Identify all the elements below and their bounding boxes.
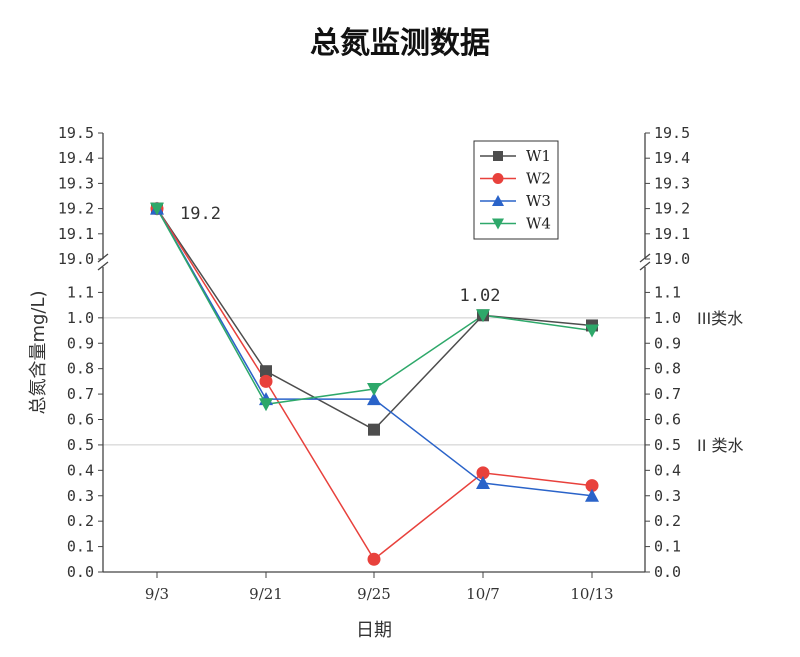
right-y-tick-label: 0.8 [654,360,681,378]
data-point-w4-4 [476,309,490,323]
y-tick-label: 0.0 [67,563,94,581]
right-y-tick-label: 1.1 [654,283,681,301]
data-point-w2-3 [367,552,381,566]
right-y-tick-label: 0.2 [654,512,681,530]
x-tick-label: 10/13 [570,585,613,603]
chart-title: 总氮监测数据 [310,26,490,61]
series-line-w3 [156,208,593,497]
right-y-tick-label: 0.6 [654,411,681,429]
legend-marker-w4 [492,218,504,230]
right-y-tick-label: 19.2 [654,200,690,218]
right-y-tick-label: 19.0 [654,250,690,268]
data-point-w2-2 [259,374,273,388]
legend-marker-w1 [493,151,503,161]
data-point-w4-2 [259,398,273,412]
right-y-tick-label: 0.7 [654,385,681,403]
left-axis-break-mark [97,253,109,263]
right-y-tick-label: 0.3 [654,487,681,505]
x-tick-label: 9/3 [145,585,169,603]
legend-label-w3: W3 [526,192,551,210]
x-axis-title: 日期 [356,620,392,641]
y-tick-label: 0.9 [67,334,94,352]
legend-marker-w3 [492,195,504,206]
y-tick-label: 0.4 [67,461,94,479]
y-tick-label: 0.7 [67,385,94,403]
x-tick-label: 9/25 [357,585,391,603]
y-tick-label: 0.5 [67,436,94,454]
reference-lines: III类水 II 类水 [103,309,744,455]
right-axis-break-mark [639,253,651,263]
data-point-w3-5 [585,488,599,502]
data-point-w4-3 [367,383,381,396]
right-y-tick-label: 0.9 [654,334,681,352]
right-axis-break-mark [639,261,651,271]
reference-line-label-1: III类水 [697,309,743,328]
reference-line-label-2: II 类水 [697,436,744,455]
data-point-w4-1 [150,202,164,216]
legend-marker-w2 [492,173,504,184]
data-point-w1-3 [368,423,380,436]
legend-label-w4: W4 [526,215,551,233]
data-point-w2-5 [585,479,599,493]
annotation-1-02: 1.02 [460,286,501,306]
right-y-tick-label: 0.5 [654,436,681,454]
y-tick-label: 19.2 [58,200,94,218]
data-point-w3-4 [476,476,490,490]
axes: 0.0 0.1 0.2 0.3 0.4 0.5 0.6 0.7 0.8 0.9 1.0 1.1 19.0… [28,124,690,641]
y-tick-label: 19.1 [58,225,94,243]
x-tick-label: 9/21 [249,585,283,603]
y-tick-label: 19.0 [58,250,94,268]
y-tick-label: 1.1 [67,283,94,301]
data-point-w2-4 [476,466,490,480]
y-tick-label: 0.2 [67,512,94,530]
right-y-tick-label: 1.0 [654,309,681,327]
annotation-19-2: 19.2 [180,204,221,224]
right-y-tick-label: 0.4 [654,461,681,479]
data-point-w3-3 [367,392,381,406]
y-tick-label: 19.5 [58,124,94,142]
legend: W1 W2 W3 W4 [473,140,559,240]
legend-box [473,140,559,240]
y-tick-label: 0.3 [67,487,94,505]
left-axis-break-mark [97,261,109,271]
right-y-tick-label: 0.1 [654,538,681,556]
y-tick-label: 1.0 [67,309,94,327]
right-y-tick-label: 19.4 [654,149,690,167]
data-point-w4-5 [585,324,599,338]
y-axis-title: 总氮含量mg/L) [28,290,49,414]
data-point-w1-2 [260,365,272,378]
x-tick-label: 10/7 [466,585,500,603]
right-y-tick-label: 19.5 [654,124,690,142]
annotations: 19.2 1.02 [180,204,500,306]
y-tick-label: 0.1 [67,538,94,556]
right-y-tick-label: 19.1 [654,225,690,243]
y-tick-label: 19.3 [58,174,94,192]
right-y-tick-label: 19.3 [654,174,690,192]
legend-label-w2: W2 [526,170,551,188]
y-tick-label: 0.8 [67,360,94,378]
y-tick-label: 19.4 [58,149,94,167]
y-tick-label: 0.6 [67,411,94,429]
right-y-tick-label: 0.0 [654,563,681,581]
series-markers [150,201,599,566]
legend-label-w1: W1 [526,147,551,165]
